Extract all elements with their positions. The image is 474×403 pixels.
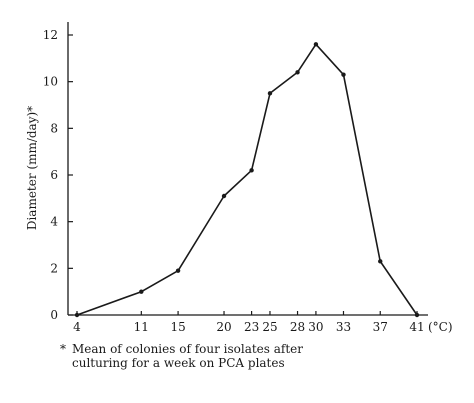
data-point bbox=[139, 289, 144, 294]
data-point bbox=[378, 259, 383, 264]
series bbox=[74, 42, 420, 318]
x-tick-label: 15 bbox=[170, 320, 185, 334]
data-point bbox=[249, 168, 254, 173]
data-point bbox=[175, 268, 181, 273]
data-point bbox=[267, 91, 273, 96]
y-tick-label: 12 bbox=[43, 28, 58, 42]
footnote-line-1: Mean of colonies of four isolates after bbox=[72, 342, 304, 356]
x-tick-label: 28 bbox=[290, 320, 305, 334]
x-tick-label: 4 bbox=[73, 320, 81, 334]
data-point bbox=[295, 70, 300, 75]
x-tick-label: 41 bbox=[409, 320, 424, 334]
footnote: * Mean of colonies of four isolates after… bbox=[60, 342, 303, 370]
y-tick-label: 6 bbox=[50, 168, 58, 182]
data-point bbox=[414, 312, 420, 318]
x-tick-label: 20 bbox=[216, 320, 231, 334]
data-point bbox=[221, 193, 227, 199]
x-tick-label: 11 bbox=[134, 320, 149, 334]
data-point bbox=[313, 42, 319, 47]
axes bbox=[67, 22, 428, 316]
y-tick-label: 10 bbox=[43, 75, 58, 89]
y-tick-label: 4 bbox=[50, 215, 58, 229]
ticks: 0 2 4 6 8 10 12 4 11 15 20 23 25 28 30 33 37 41 bbox=[43, 28, 425, 334]
x-tick-label: 37 bbox=[373, 320, 388, 334]
line-chart: 0 2 4 6 8 10 12 4 11 15 20 23 25 28 30 33 37 41 Diameter … bbox=[25, 22, 453, 334]
x-tick-label: 23 bbox=[244, 320, 259, 334]
footnote-marker: * bbox=[60, 342, 66, 356]
x-tick-label: 30 bbox=[308, 320, 323, 334]
footnote-line-2: culturing for a week on PCA plates bbox=[72, 356, 285, 370]
data-point bbox=[341, 72, 346, 77]
y-tick-label: 8 bbox=[50, 121, 58, 135]
y-axis-label: Diameter (mm/day)* bbox=[25, 106, 39, 230]
x-tick-label: 25 bbox=[262, 320, 277, 334]
x-axis-unit-label: (°C) bbox=[428, 320, 453, 334]
series-line bbox=[76, 43, 418, 316]
y-tick-label: 0 bbox=[50, 308, 58, 322]
x-tick-label: 33 bbox=[336, 320, 351, 334]
y-tick-label: 2 bbox=[50, 261, 58, 275]
data-point bbox=[74, 312, 80, 318]
